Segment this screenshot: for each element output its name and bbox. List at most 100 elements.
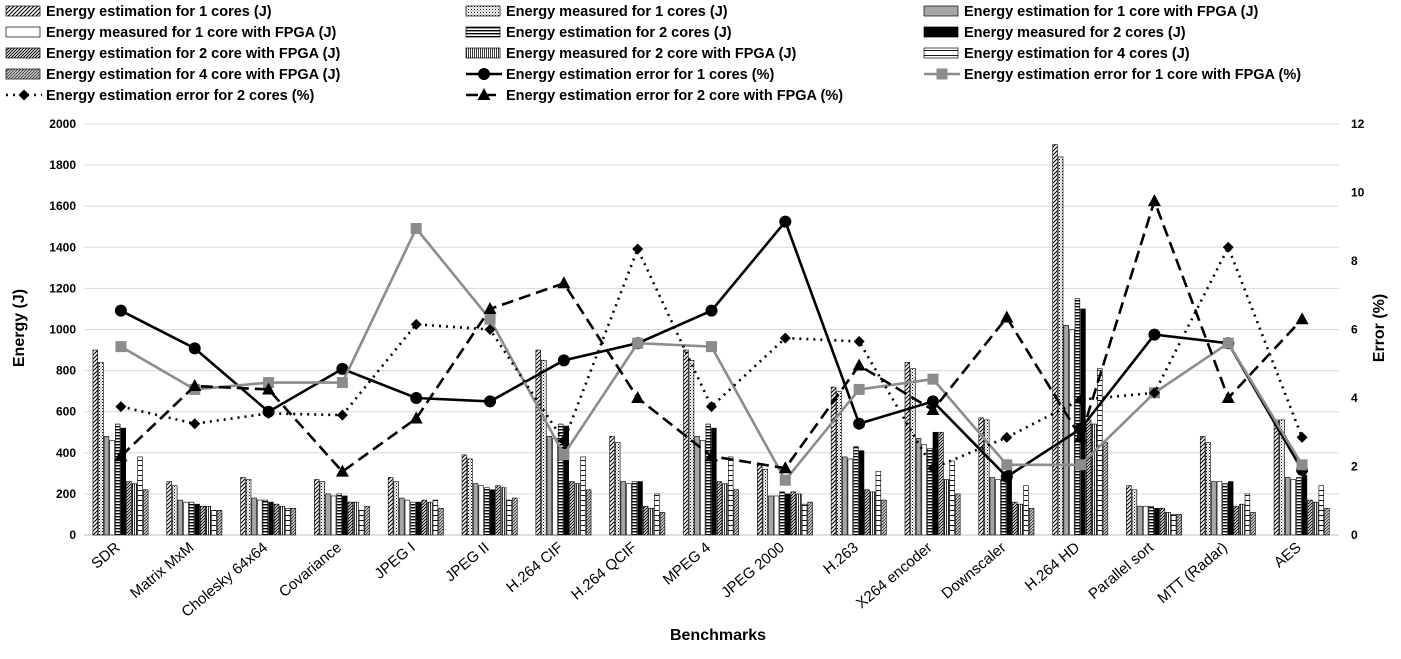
bar [240,477,246,536]
line-marker [631,391,645,403]
x-axis-title: Benchmarks [670,627,766,644]
bar [1063,325,1069,536]
bar [1176,514,1182,536]
x-tick-label: JPEG I [371,539,418,583]
bar [921,444,927,536]
bar [166,481,172,536]
line-marker [558,435,570,447]
legend: Energy estimation for 1 cores (J) Energy … [5,4,1301,104]
x-tick-label: JPEG 2000 [718,539,788,601]
bar [847,458,854,536]
bar [342,495,348,536]
bar [358,510,365,536]
line-marker [263,407,275,419]
bar [279,505,285,536]
bar [1091,423,1097,536]
bar [870,491,876,536]
line-marker [853,383,865,395]
legend-swatch [5,68,41,80]
line-marker [1000,470,1013,483]
bar [1205,442,1211,536]
bar [205,505,212,536]
bar [216,510,223,536]
line-marker [1001,459,1013,471]
bar [557,423,564,536]
bar [1000,479,1007,536]
line-marker [557,276,571,289]
bar [648,507,654,536]
y-tick-label: 800 [56,364,76,378]
line-marker [705,304,718,317]
legend-label: Energy measured for 2 core with FPGA (J) [506,46,797,62]
bar [1159,507,1166,536]
bar [722,483,728,536]
bar [932,431,939,536]
bar [1290,479,1296,536]
bar [1097,368,1103,536]
line-marker [115,401,127,413]
bar [830,386,837,536]
line-marker [936,68,948,80]
bar [1211,481,1217,536]
y2-tick-label: 6 [1351,323,1358,337]
line-marker [706,341,717,353]
bar [563,425,569,536]
bar [768,495,774,536]
bar [285,507,291,536]
bar [626,483,632,536]
bar [109,440,115,536]
bar [727,456,734,536]
legend-label: Energy measured for 1 core with FPGA (J) [46,25,337,41]
line-marker [853,417,866,430]
bar [314,479,320,536]
line-marker [188,342,201,355]
x-tick-label: H.263 [820,539,862,578]
bar [1233,505,1239,536]
line-marker [1222,241,1234,253]
bar [200,505,206,536]
bar [904,362,911,536]
line-marker [1222,337,1234,349]
bar [347,501,354,536]
bar [762,468,769,536]
bar [1085,419,1092,536]
legend-swatch [923,47,959,59]
bar [268,501,274,536]
bar [541,360,547,536]
bar [733,489,740,536]
bar [1137,505,1143,536]
bar [631,481,638,536]
bar [257,499,263,536]
bar [353,501,359,536]
bar [1279,419,1285,536]
line-marker [336,409,348,421]
legend-label: Energy estimation for 4 core with FPGA (… [46,67,341,83]
bar [512,497,518,536]
legend-label: Energy measured for 2 cores (J) [964,25,1186,41]
bar [614,442,621,536]
bar [1239,503,1245,536]
x-tick-label: H.264 QCIF [568,539,640,603]
line-marker [115,341,127,353]
bar [1312,501,1319,536]
x-tick-label: Parallel sort [1085,539,1157,603]
bar [103,436,110,536]
line-marker [1296,459,1308,471]
bar [251,497,257,536]
bar [98,362,104,536]
bar [779,491,785,536]
x-tick-label: MPEG 4 [660,539,714,588]
legend-label: Energy estimation error for 2 cores (%) [46,88,314,104]
bar [790,491,797,536]
bar [1102,442,1109,536]
bar [415,501,422,536]
bar [699,440,706,536]
bar [489,489,496,536]
y-tick-label: 1600 [49,199,76,213]
legend-swatch [923,5,959,17]
bar [183,501,189,536]
line-marker [852,358,866,371]
line-marker [484,395,497,408]
